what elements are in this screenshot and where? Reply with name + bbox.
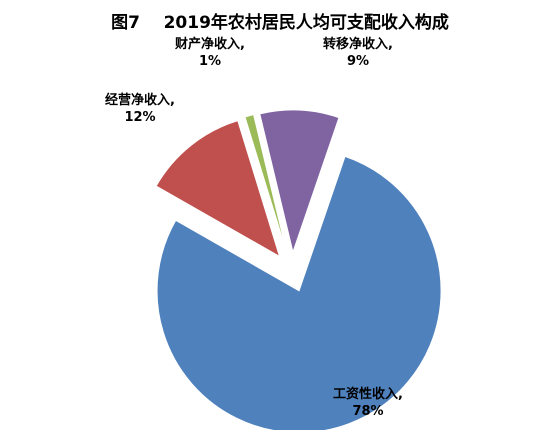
- pie-slice: [244, 114, 288, 253]
- pie-slice: [155, 120, 281, 258]
- data-label: 转移净收入, 9%: [323, 37, 393, 69]
- data-label: 工资性收入, 78%: [333, 387, 403, 419]
- pie-slice: [259, 109, 340, 254]
- pie-slice: [156, 155, 442, 430]
- chart-title: 图7 2019年农村居民人均可支配收入构成: [111, 13, 449, 33]
- data-label: 经营净收入, 12%: [105, 93, 175, 125]
- data-label: 财产净收入, 1%: [175, 37, 245, 69]
